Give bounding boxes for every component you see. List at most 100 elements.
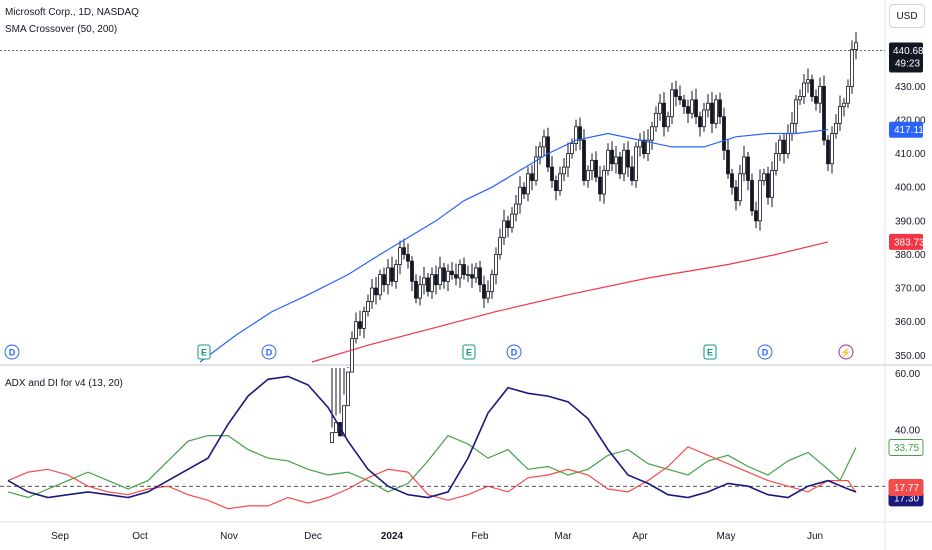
candle-body	[814, 96, 818, 104]
candle-body	[558, 173, 562, 191]
candle-body	[654, 112, 658, 128]
x-tick-label: 2024	[381, 531, 404, 542]
candle-body	[410, 260, 414, 282]
x-tick-label: Apr	[632, 531, 648, 542]
candle-body	[370, 287, 374, 302]
candle-body	[622, 149, 626, 175]
candle-body	[722, 116, 726, 151]
candle-body	[626, 149, 630, 168]
candle-body	[490, 274, 494, 292]
candle-body	[770, 170, 774, 198]
dividend-marker	[757, 344, 773, 360]
candle-body	[838, 106, 842, 124]
candle-body	[522, 186, 526, 195]
candle-body	[482, 284, 486, 299]
candle-body	[694, 99, 698, 118]
candle-body	[486, 291, 490, 299]
event-marker-label: ⚡	[840, 347, 851, 359]
candle-body	[346, 371, 350, 407]
currency-button[interactable]: USD	[889, 4, 925, 28]
candle-body	[846, 86, 850, 104]
candle-body	[598, 176, 602, 195]
candle-body	[714, 99, 718, 124]
y-tick-label: 410.00	[895, 149, 926, 160]
candle-body	[634, 146, 638, 181]
candle-body	[758, 180, 762, 222]
x-tick-label: Mar	[554, 531, 572, 542]
sma200-tag	[889, 233, 923, 250]
candle-body	[446, 270, 450, 282]
candle-body	[606, 149, 610, 171]
candle-body	[534, 156, 538, 181]
event-marker-label: D	[9, 348, 16, 358]
candle-body	[690, 99, 694, 114]
candle-body	[498, 237, 502, 255]
candle-body	[630, 166, 634, 181]
candle-body	[602, 170, 606, 195]
dividend-marker	[4, 344, 20, 360]
study-title: SMA Crossover (50, 200)	[5, 24, 118, 35]
candle-body	[386, 267, 390, 286]
candle-body	[362, 311, 366, 329]
candle-body	[790, 122, 794, 134]
di-plus-line	[7, 434, 857, 499]
candle-body	[542, 136, 546, 148]
indicator-value-label: 17.77	[894, 483, 919, 494]
candle-body	[682, 99, 686, 107]
candle-body	[518, 186, 522, 205]
x-tick-label: May	[717, 531, 736, 542]
indicator-title: ADX and DI for v4 (13, 20)	[5, 378, 123, 389]
y-tick-label: 420.00	[895, 116, 926, 127]
candle-body	[494, 254, 498, 276]
candle-body	[834, 122, 838, 134]
candle-body	[666, 116, 670, 128]
y-tick-label: 390.00	[895, 216, 926, 227]
candle-body	[614, 156, 618, 165]
candle-body	[830, 133, 834, 165]
candle-body	[734, 186, 738, 202]
candle-body	[638, 139, 642, 148]
x-tick-label: Oct	[132, 531, 148, 542]
candle-body	[418, 284, 422, 299]
candle-body	[442, 267, 446, 282]
candle-body	[506, 220, 510, 228]
candle-body	[710, 102, 714, 124]
dividend-marker	[261, 344, 277, 360]
candle-body	[674, 89, 678, 97]
candle-body	[398, 247, 402, 265]
candle-body	[594, 159, 598, 178]
candle-body	[794, 99, 798, 124]
candle-body	[854, 42, 858, 50]
candle-body	[502, 220, 506, 239]
candle-body	[378, 274, 382, 296]
candle-body	[778, 139, 782, 155]
earnings-marker	[462, 344, 476, 360]
candle-body	[550, 166, 554, 181]
indicator-value-label: 33.75	[894, 443, 919, 454]
candle-body	[718, 99, 722, 118]
candle-body	[382, 274, 386, 286]
candle-body	[782, 139, 786, 155]
candle-body	[350, 338, 354, 373]
sma50-label: 417.11	[894, 125, 924, 136]
candle-body	[742, 156, 746, 175]
candle-body	[454, 274, 458, 279]
candle-body	[334, 422, 338, 433]
candle-body	[430, 274, 434, 292]
candle-body	[774, 153, 778, 171]
candle-body	[798, 96, 802, 101]
candle-body	[402, 247, 406, 255]
candle-body	[390, 267, 394, 282]
candle-body	[698, 116, 702, 128]
di-minus-line	[7, 446, 857, 510]
candle-body	[530, 173, 534, 181]
candle-body	[766, 173, 770, 198]
sma200-label: 383.73	[894, 237, 925, 248]
adx-line	[7, 375, 857, 499]
candle-body	[618, 156, 622, 175]
candle-body	[658, 102, 662, 114]
candle-body	[730, 173, 734, 188]
candle-body	[562, 166, 566, 175]
candle-body	[478, 267, 482, 286]
